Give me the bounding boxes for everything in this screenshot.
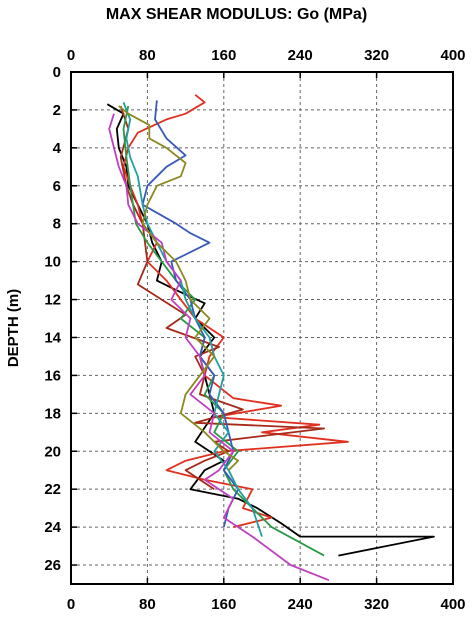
y-tick-label-10: 20 [44, 443, 61, 460]
x-tick-label-top-2: 160 [211, 47, 236, 64]
y-tick-label-0: 0 [53, 64, 61, 81]
series-line-6 [122, 101, 263, 537]
y-tick-label-13: 26 [44, 557, 61, 574]
y-tick-label-4: 8 [53, 216, 61, 233]
series-layer [106, 94, 435, 582]
x-tick-label-top-0: 0 [67, 47, 75, 64]
x-tick-label-top-1: 80 [139, 47, 156, 64]
chart-title: MAX SHEAR MODULUS: Go (MPa) [105, 6, 368, 23]
y-tick-label-1: 2 [53, 102, 61, 119]
x-tick-label-top-3: 240 [288, 47, 313, 64]
x-tick-label-top-5: 400 [440, 47, 465, 64]
y-tick-label-2: 4 [53, 140, 62, 157]
series-line-3 [119, 105, 325, 490]
series-line-8 [118, 105, 239, 471]
x-tick-label-bottom-4: 320 [364, 596, 389, 613]
y-tick-label-3: 6 [53, 178, 61, 195]
y-tick-label-7: 14 [44, 329, 61, 346]
series-line-1 [106, 103, 435, 557]
y-tick-label-8: 16 [44, 367, 61, 384]
plot-frame [70, 71, 454, 585]
x-tick-label-top-4: 320 [364, 47, 389, 64]
grid [71, 72, 453, 584]
x-tick-label-bottom-1: 80 [139, 596, 156, 613]
y-axis-label: DEPTH (m) [5, 289, 22, 367]
y-tick-label-6: 12 [44, 292, 61, 309]
x-tick-label-bottom-5: 400 [440, 596, 465, 613]
y-tick-label-5: 10 [44, 254, 61, 271]
y-tick-label-9: 18 [44, 405, 61, 422]
x-tick-label-bottom-2: 160 [211, 596, 236, 613]
y-tick-label-12: 24 [44, 519, 61, 536]
ticks: 0080801601602402403203204004000246810121… [44, 47, 465, 613]
x-tick-label-bottom-3: 240 [288, 596, 313, 613]
x-tick-label-bottom-0: 0 [67, 596, 75, 613]
series-line-7 [108, 113, 330, 582]
y-tick-label-11: 22 [44, 481, 61, 498]
